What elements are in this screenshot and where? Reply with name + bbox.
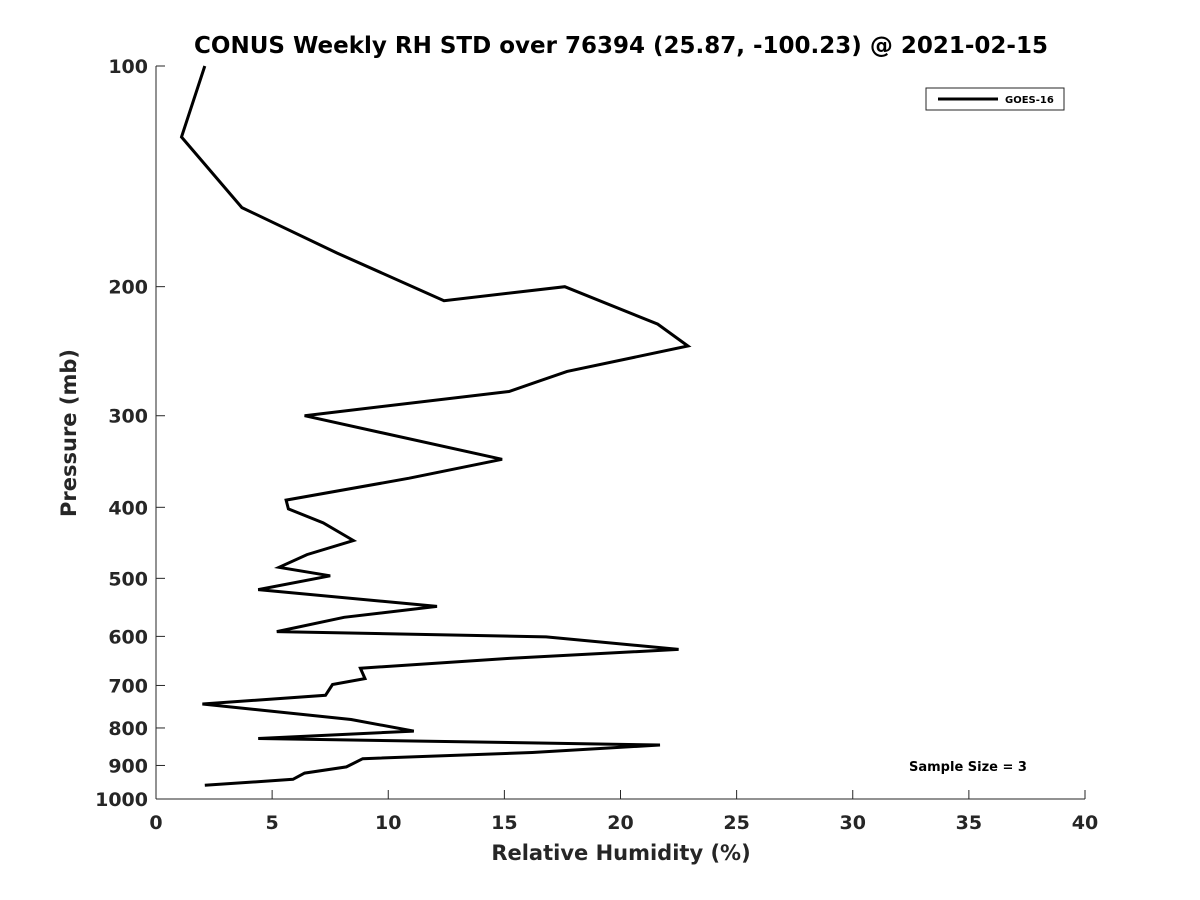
x-tick-label: 25 bbox=[723, 812, 749, 834]
x-tick-label: 10 bbox=[375, 812, 401, 834]
y-tick-label: 500 bbox=[108, 568, 148, 590]
y-tick-label: 1000 bbox=[95, 789, 148, 811]
chart-title: CONUS Weekly RH STD over 76394 (25.87, -… bbox=[194, 33, 1048, 59]
y-tick-label: 600 bbox=[108, 626, 148, 648]
x-tick-label: 35 bbox=[956, 812, 982, 834]
x-tick-label: 15 bbox=[491, 812, 517, 834]
sample-size-annotation: Sample Size = 3 bbox=[909, 760, 1027, 775]
x-tick-label: 5 bbox=[266, 812, 279, 834]
y-tick-label: 400 bbox=[108, 497, 148, 519]
y-tick-label: 200 bbox=[108, 277, 148, 299]
plot-area: 0 5 10 15 20 25 30 35 40 100 200 300 400 500 600 700 800… bbox=[95, 56, 1098, 834]
x-tick-label: 40 bbox=[1072, 812, 1098, 834]
x-tick-label: 0 bbox=[149, 812, 162, 834]
y-axis-title: Pressure (mb) bbox=[57, 349, 81, 517]
legend-label-goes-16: GOES-16 bbox=[1005, 95, 1054, 106]
legend: GOES-16 bbox=[925, 87, 1065, 111]
x-tick-label: 30 bbox=[840, 812, 866, 834]
y-tick-label: 900 bbox=[108, 755, 148, 777]
x-tick-label: 20 bbox=[607, 812, 633, 834]
series-line-goes-16 bbox=[179, 65, 692, 787]
y-tick-label: 300 bbox=[108, 406, 148, 428]
x-axis-title: Relative Humidity (%) bbox=[491, 841, 750, 865]
y-tick-label: 800 bbox=[108, 718, 148, 740]
y-tick-label: 700 bbox=[108, 675, 148, 697]
y-tick-label: 100 bbox=[108, 56, 148, 78]
